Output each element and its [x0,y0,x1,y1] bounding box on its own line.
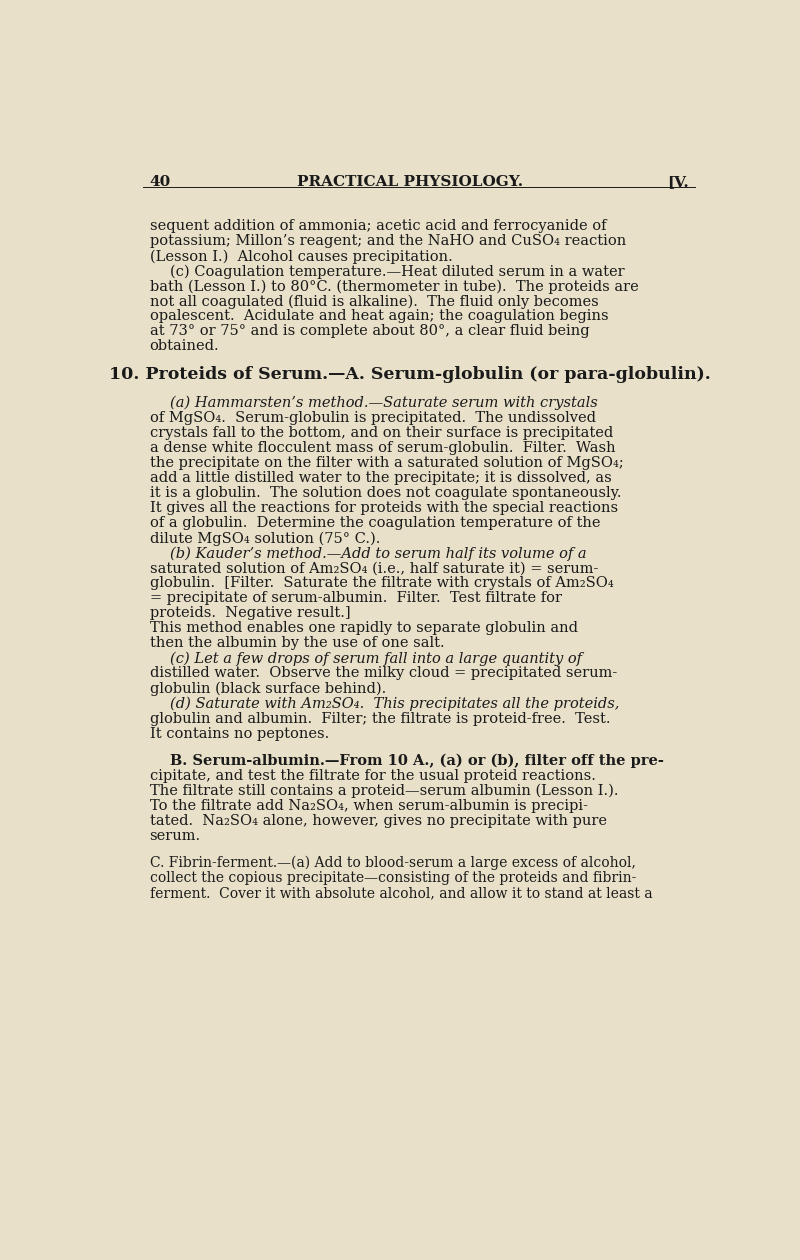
Text: it is a globulin.  The solution does not coagulate spontaneously.: it is a globulin. The solution does not … [150,486,621,500]
Text: (c) Coagulation temperature.—Heat diluted serum in a water: (c) Coagulation temperature.—Heat dilute… [170,265,625,278]
Text: PRACTICAL PHYSIOLOGY.: PRACTICAL PHYSIOLOGY. [297,175,523,189]
Text: It gives all the reactions for proteids with the special reactions: It gives all the reactions for proteids … [150,501,618,515]
Text: The filtrate still contains a proteid—serum albumin (Lesson I.).: The filtrate still contains a proteid—se… [150,784,618,798]
Text: collect the copious precipitate—consisting of the proteids and fibrin-: collect the copious precipitate—consisti… [150,871,636,885]
Text: = precipitate of serum-albumin.  Filter.  Test filtrate for: = precipitate of serum-albumin. Filter. … [150,591,562,605]
Text: globulin and albumin.  Filter; the filtrate is proteid-free.  Test.: globulin and albumin. Filter; the filtra… [150,712,610,726]
Text: proteids.  Negative result.]: proteids. Negative result.] [150,606,350,620]
Text: sequent addition of ammonia; acetic acid and ferrocyanide of: sequent addition of ammonia; acetic acid… [150,219,606,233]
Text: then the albumin by the use of one salt.: then the albumin by the use of one salt. [150,636,444,650]
Text: 40: 40 [150,175,171,189]
Text: of a globulin.  Determine the coagulation temperature of the: of a globulin. Determine the coagulation… [150,517,600,530]
Text: obtained.: obtained. [150,339,219,353]
Text: To the filtrate add Na₂SO₄, when serum-albumin is precipi-: To the filtrate add Na₂SO₄, when serum-a… [150,799,587,813]
Text: of MgSO₄.  Serum-globulin is precipitated.  The undissolved: of MgSO₄. Serum-globulin is precipitated… [150,411,595,425]
Text: distilled water.  Observe the milky cloud = precipitated serum-: distilled water. Observe the milky cloud… [150,667,617,680]
Text: globulin (black surface behind).: globulin (black surface behind). [150,682,386,696]
Text: at 73° or 75° and is complete about 80°, a clear fluid being: at 73° or 75° and is complete about 80°,… [150,324,590,339]
Text: B. Serum-albumin.—From 10 A., (a) or (b), filter off the pre-: B. Serum-albumin.—From 10 A., (a) or (b)… [170,753,664,769]
Text: add a little distilled water to the precipitate; it is dissolved, as: add a little distilled water to the prec… [150,471,611,485]
Text: serum.: serum. [150,829,201,843]
Text: globulin.  [Filter.  Saturate the filtrate with crystals of Am₂SO₄: globulin. [Filter. Saturate the filtrate… [150,576,614,590]
Text: bath (Lesson I.) to 80°C. (thermometer in tube).  The proteids are: bath (Lesson I.) to 80°C. (thermometer i… [150,280,638,294]
Text: ferment.  Cover it with absolute alcohol, and allow it to stand at least a: ferment. Cover it with absolute alcohol,… [150,886,652,900]
Text: C. Fibrin-ferment.—(a) Add to blood-serum a large excess of alcohol,: C. Fibrin-ferment.—(a) Add to blood-seru… [150,856,635,871]
Text: tated.  Na₂SO₄ alone, however, gives no precipitate with pure: tated. Na₂SO₄ alone, however, gives no p… [150,814,606,828]
Text: (b) Kauder’s method.—Add to serum half its volume of a: (b) Kauder’s method.—Add to serum half i… [170,546,586,561]
Text: opalescent.  Acidulate and heat again; the coagulation begins: opalescent. Acidulate and heat again; th… [150,310,608,324]
Text: This method enables one rapidly to separate globulin and: This method enables one rapidly to separ… [150,621,578,635]
Text: It contains no peptones.: It contains no peptones. [150,727,329,741]
Text: dilute MgSO₄ solution (75° C.).: dilute MgSO₄ solution (75° C.). [150,532,380,546]
Text: not all coagulated (fluid is alkaline).  The fluid only becomes: not all coagulated (fluid is alkaline). … [150,295,598,309]
Text: (d) Saturate with Am₂SO₄.  This precipitates all the proteids,: (d) Saturate with Am₂SO₄. This precipita… [170,697,619,711]
Text: crystals fall to the bottom, and on their surface is precipitated: crystals fall to the bottom, and on thei… [150,426,613,440]
Text: (c) Let a few drops of serum fall into a large quantity of: (c) Let a few drops of serum fall into a… [170,651,582,665]
Text: saturated solution of Am₂SO₄ (i.e., half saturate it) = serum-: saturated solution of Am₂SO₄ (i.e., half… [150,561,598,576]
Text: 10. Proteids of Serum.—A. Serum-globulin (or para-globulin).: 10. Proteids of Serum.—A. Serum-globulin… [109,367,711,383]
Text: (a) Hammarsten’s method.—Saturate serum with crystals: (a) Hammarsten’s method.—Saturate serum … [170,396,598,411]
Text: cipitate, and test the filtrate for the usual proteid reactions.: cipitate, and test the filtrate for the … [150,769,595,782]
Text: the precipitate on the filter with a saturated solution of MgSO₄;: the precipitate on the filter with a sat… [150,456,623,470]
Text: potassium; Millon’s reagent; and the NaHO and CuSO₄ reaction: potassium; Millon’s reagent; and the NaH… [150,234,626,248]
Text: a dense white flocculent mass of serum-globulin.  Filter.  Wash: a dense white flocculent mass of serum-g… [150,441,615,455]
Text: [V.: [V. [667,175,689,189]
Text: (Lesson I.)  Alcohol causes precipitation.: (Lesson I.) Alcohol causes precipitation… [150,249,452,263]
